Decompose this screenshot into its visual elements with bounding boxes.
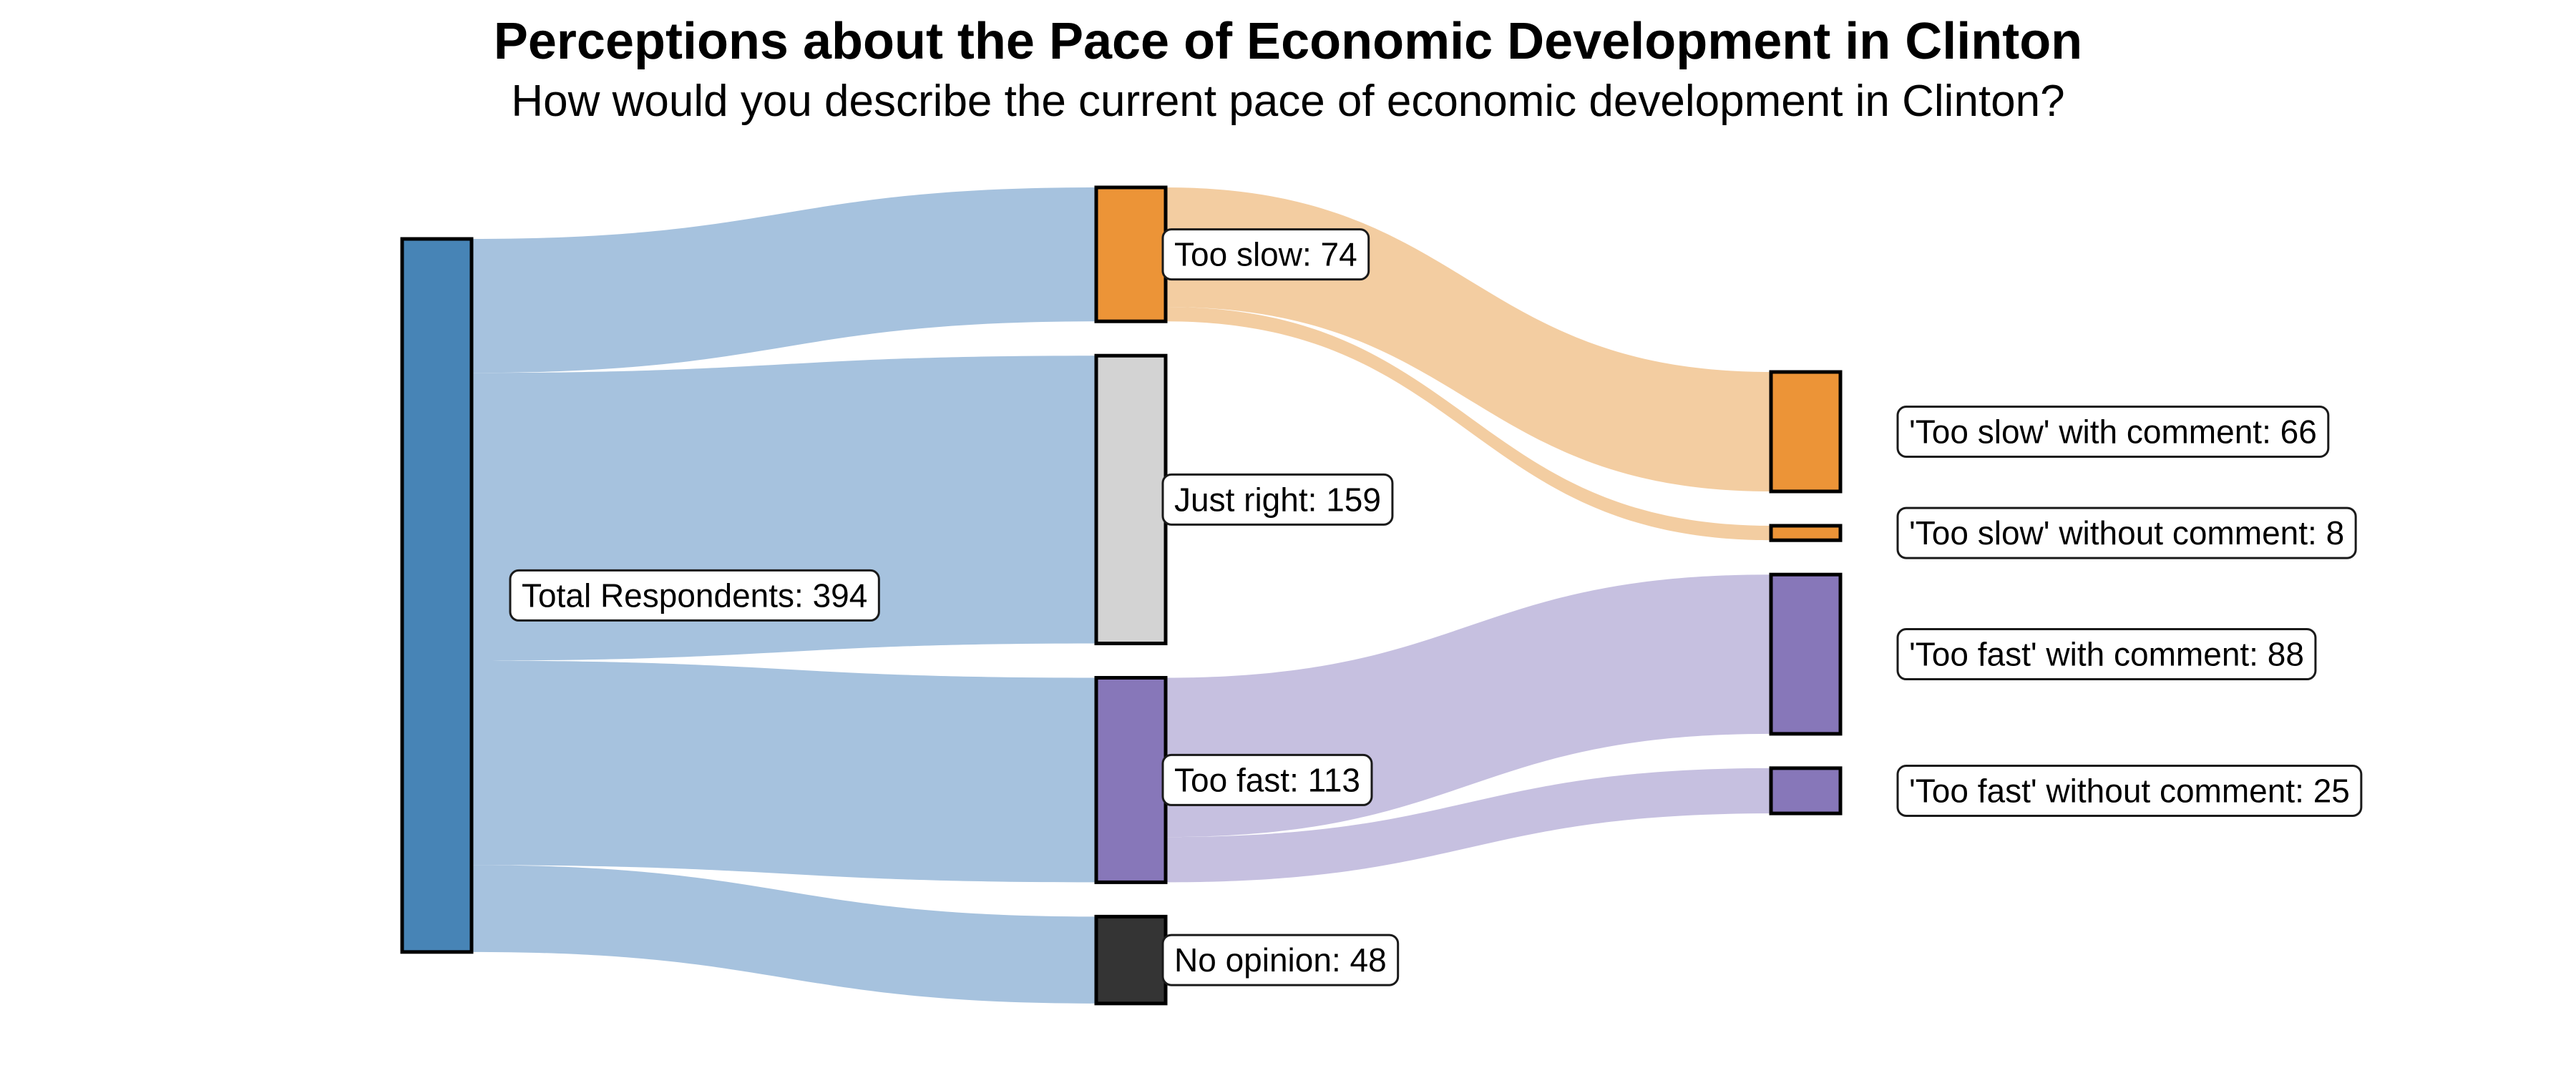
label-box-too_slow (1161, 228, 1370, 281)
node-too_fast (1094, 675, 1168, 884)
chart-title: Perceptions about the Pace of Economic D… (494, 13, 2082, 70)
node-total (400, 237, 474, 954)
label-fast_without: 'Too fast' without comment: 25 (1909, 772, 2350, 809)
label-total: Total Respondents: 394 (522, 577, 867, 614)
label-just_right: Just right: 159 (1174, 481, 1381, 518)
label-slow_with: 'Too slow' with comment: 66 (1909, 413, 2317, 450)
label-box-fast_with (1896, 628, 2317, 681)
label-slow_without: 'Too slow' without comment: 8 (1909, 514, 2344, 552)
label-box-fast_without (1896, 764, 2363, 817)
label-no_opinion: No opinion: 48 (1174, 941, 1387, 979)
label-box-no_opinion (1161, 934, 1400, 986)
node-fast_without (1769, 766, 1843, 815)
label-box-too_fast (1161, 753, 1373, 806)
flow-too_slow-to-slow_without (1166, 306, 1771, 541)
label-too_slow: Too slow: 74 (1174, 236, 1357, 273)
node-just_right (1094, 353, 1168, 645)
flow-total-to-too_fast (472, 660, 1096, 883)
node-no_opinion (1094, 914, 1168, 1006)
label-box-slow_with (1896, 405, 2330, 458)
label-box-slow_without (1896, 506, 2357, 559)
flow-too_fast-to-fast_without (1166, 768, 1771, 883)
node-too_slow (1094, 185, 1168, 323)
label-fast_with: 'Too fast' with comment: 88 (1909, 636, 2304, 673)
label-too_fast: Too fast: 113 (1174, 761, 1360, 798)
label-box-total (509, 569, 880, 622)
flow-total-to-too_slow (472, 187, 1096, 373)
flow-total-to-no_opinion (472, 865, 1096, 1004)
node-slow_without (1769, 524, 1843, 542)
chart-subtitle: How would you describe the current pace … (511, 77, 2064, 126)
node-slow_with (1769, 370, 1843, 494)
sankey-nodes (400, 185, 1843, 1006)
sankey-node-labels: Total Respondents: 394 Too slow: 74 Just r… (509, 228, 2363, 986)
node-fast_with (1769, 572, 1843, 736)
label-box-just_right (1161, 473, 1394, 526)
